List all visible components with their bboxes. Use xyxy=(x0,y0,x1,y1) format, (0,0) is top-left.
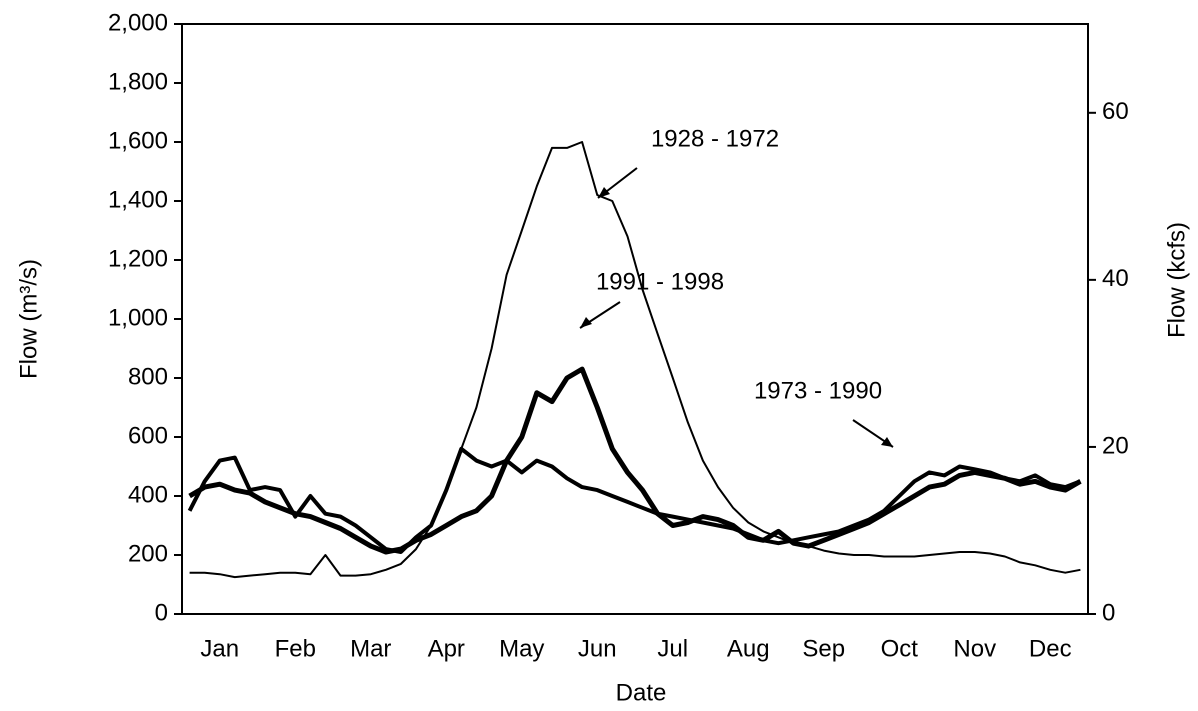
y2-tick-label: 60 xyxy=(1102,98,1129,125)
x-axis-title: Date xyxy=(616,679,667,706)
y2-tick-label: 40 xyxy=(1102,265,1129,292)
y2-tick-label: 0 xyxy=(1102,599,1115,626)
annotation: 1991 - 1998 xyxy=(596,268,724,295)
plot-frame xyxy=(181,23,1089,615)
series-line xyxy=(189,141,1081,579)
x-tick-label: Nov xyxy=(953,635,996,662)
x-tick-label: Oct xyxy=(881,635,919,662)
y-tick-label: 1,000 xyxy=(108,304,168,331)
y-tick-label: 1,200 xyxy=(108,245,168,272)
y-tick-label: 1,800 xyxy=(108,68,168,95)
y-tick-label: 200 xyxy=(128,540,168,567)
annotation-arrowhead xyxy=(881,437,893,447)
x-tick-label: Mar xyxy=(350,635,391,662)
annotation: 1928 - 1972 xyxy=(651,125,779,152)
y-tick-label: 2,000 xyxy=(108,9,168,36)
annotation: 1973 - 1990 xyxy=(754,377,882,404)
x-tick-label: Sep xyxy=(802,635,845,662)
y-tick-label: 400 xyxy=(128,481,168,508)
y-tick-label: 600 xyxy=(128,422,168,449)
y2-axis-title: Flow (kcfs) xyxy=(1163,222,1190,338)
x-tick-label: Apr xyxy=(428,635,465,662)
x-tick-label: Jun xyxy=(578,635,617,662)
series-line xyxy=(188,366,1082,555)
annotation-arrowhead xyxy=(580,317,592,328)
x-tick-label: Jan xyxy=(200,635,239,662)
y-tick-label: 0 xyxy=(155,599,168,626)
annotation-arrowhead xyxy=(598,187,610,198)
y-tick-label: 1,600 xyxy=(108,127,168,154)
x-tick-label: May xyxy=(499,635,544,662)
x-tick-label: Feb xyxy=(275,635,316,662)
y-axis-title: Flow (m³/s) xyxy=(15,259,42,379)
x-tick-label: Jul xyxy=(657,635,688,662)
series-line xyxy=(187,446,1082,554)
x-tick-label: Dec xyxy=(1029,635,1072,662)
y-tick-label: 1,400 xyxy=(108,186,168,213)
y-tick-label: 800 xyxy=(128,363,168,390)
x-tick-label: Aug xyxy=(727,635,770,662)
y2-tick-label: 20 xyxy=(1102,432,1129,459)
